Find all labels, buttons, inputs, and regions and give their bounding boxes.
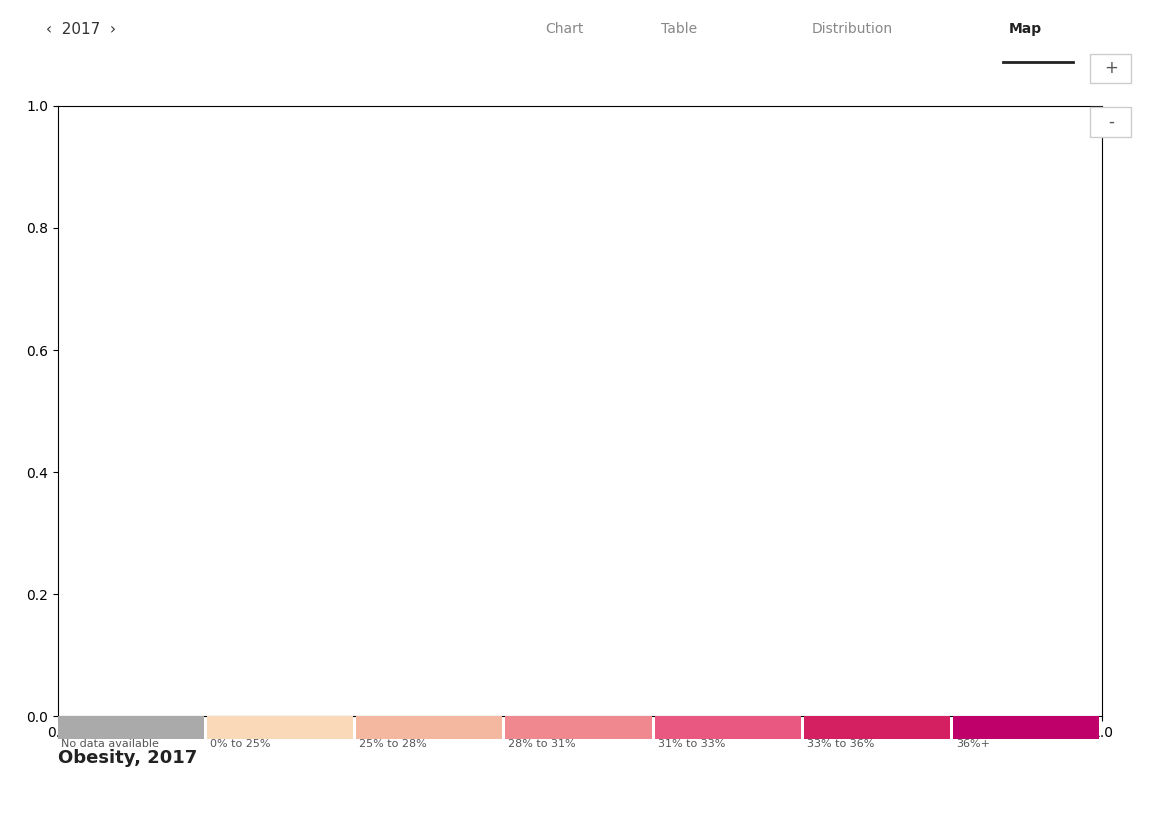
Bar [654,716,800,739]
Bar [804,716,950,739]
Text: 25% to 28%: 25% to 28% [360,739,427,749]
Text: 28% to 31%: 28% to 31% [508,739,577,749]
Text: Distribution: Distribution [812,22,893,37]
Bar [506,716,652,739]
Bar [952,716,1099,739]
Text: +: + [1104,59,1117,77]
Text: 36%+: 36%+ [956,739,989,749]
FancyBboxPatch shape [1090,54,1131,83]
Text: 0% to 25%: 0% to 25% [210,739,270,749]
Bar [208,716,354,739]
Bar [356,716,502,739]
Text: -: - [1108,113,1114,131]
Text: Map: Map [1009,22,1043,37]
Text: ‹  2017  ›: ‹ 2017 › [46,22,116,37]
Text: 33% to 36%: 33% to 36% [806,739,875,749]
Text: Chart: Chart [545,22,583,37]
FancyBboxPatch shape [1090,107,1131,137]
Text: 31% to 33%: 31% to 33% [658,739,725,749]
Text: Obesity, 2017: Obesity, 2017 [58,749,197,767]
Text: No data available: No data available [61,739,159,749]
Text: Table: Table [661,22,697,37]
Bar [58,716,204,739]
